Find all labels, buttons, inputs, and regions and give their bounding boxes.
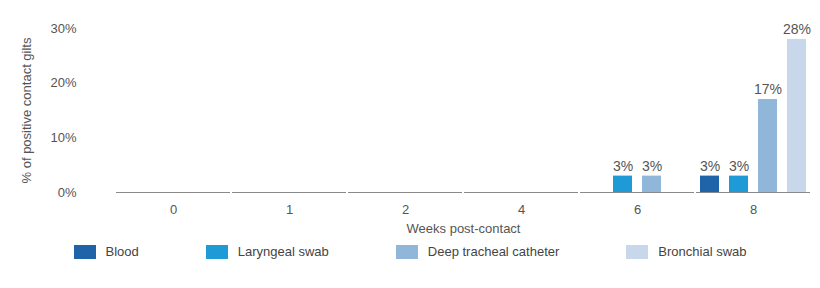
svg-text:1: 1: [286, 202, 293, 217]
svg-text:2: 2: [402, 202, 409, 217]
svg-text:3%: 3%: [642, 158, 662, 174]
svg-text:Weeks post-contact: Weeks post-contact: [407, 221, 521, 236]
html-text:Bronchial swab: Bronchial swab: [658, 244, 747, 259]
svg-text:3%: 3%: [613, 158, 633, 174]
svg-text:10%: 10%: [50, 130, 76, 145]
svg-text:4: 4: [518, 202, 525, 217]
html-text:Deep tracheal catheter: Deep tracheal catheter: [427, 244, 560, 259]
html-text:Laryngeal swab: Laryngeal swab: [237, 244, 329, 259]
svg-text:28%: 28%: [783, 21, 811, 37]
svg-text:30%: 30%: [50, 21, 76, 36]
svg-text:17%: 17%: [754, 81, 782, 97]
html-text:Blood: Blood: [105, 244, 139, 259]
svg-text:8: 8: [750, 202, 757, 217]
svg-text:6: 6: [634, 202, 641, 217]
svg-text:20%: 20%: [50, 75, 76, 90]
svg-text:0%: 0%: [58, 185, 77, 200]
svg-text:0: 0: [170, 202, 177, 217]
svg-text:% of positive contact gilts: % of positive contact gilts: [19, 37, 34, 183]
svg-text:3%: 3%: [700, 158, 720, 174]
svg-text:3%: 3%: [729, 158, 749, 174]
